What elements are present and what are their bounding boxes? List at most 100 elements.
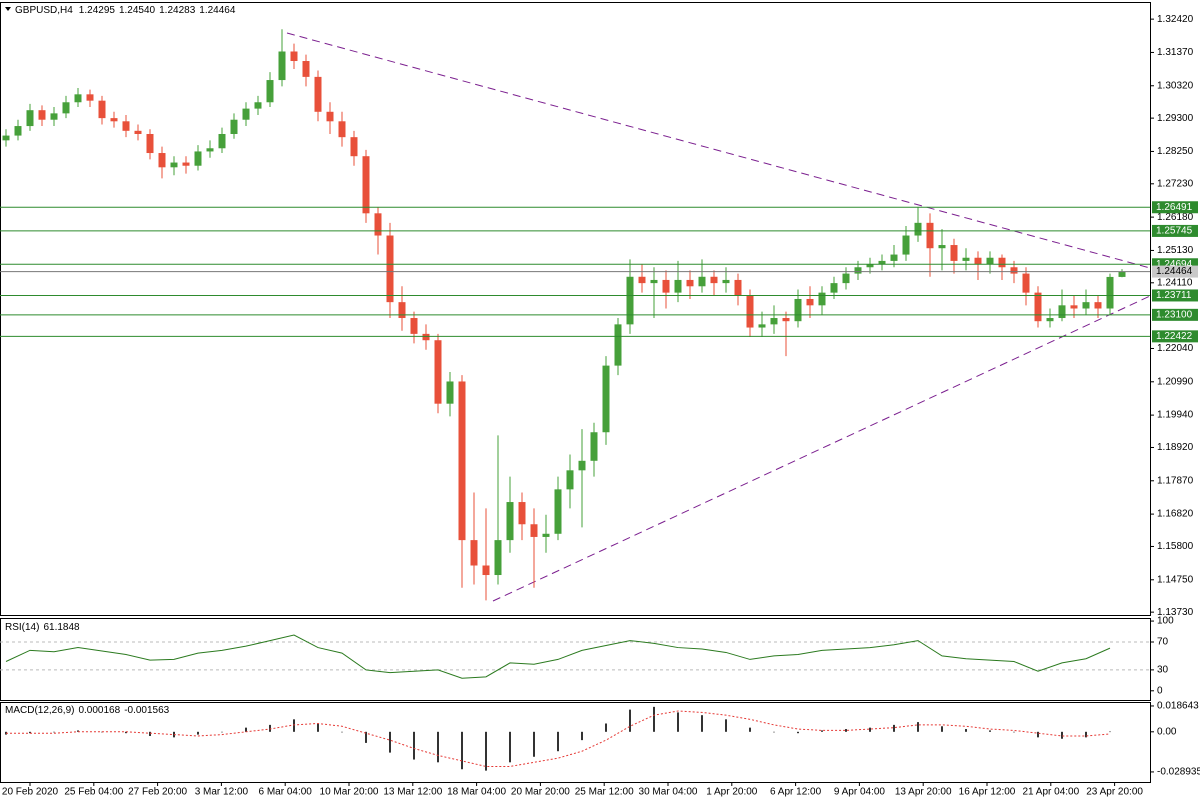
candle-body — [158, 153, 166, 168]
x-tick-label: 21 Apr 04:00 — [1022, 787, 1079, 798]
x-tick-label: 25 Mar 12:00 — [575, 787, 634, 798]
level-label: 1.25745 — [1156, 226, 1193, 237]
macd-panel — [0, 702, 1151, 783]
candle-body — [818, 292, 826, 306]
y-tick-label: 100 — [1157, 616, 1174, 627]
candle-body — [254, 102, 262, 109]
x-tick-label: 16 Apr 12:00 — [959, 787, 1016, 798]
macd-bar — [53, 731, 55, 733]
y-tick-label: 1.14750 — [1157, 574, 1194, 585]
macd-bar — [125, 731, 127, 734]
lower-trendline — [492, 295, 1151, 602]
candle-body — [998, 257, 1006, 268]
macd-name: MACD(12,26,9) — [5, 705, 74, 716]
macd-bar — [629, 709, 631, 732]
macd-bar — [1037, 731, 1039, 738]
y-tick-label: 1.15800 — [1157, 541, 1194, 552]
candle-body — [962, 257, 970, 261]
macd-bar — [845, 729, 847, 732]
candle-body — [1046, 318, 1054, 322]
macd-value: 0.000168 — [78, 705, 120, 716]
x-tick-label: 13 Apr 20:00 — [895, 787, 952, 798]
candle-body — [38, 110, 46, 120]
candle-body — [470, 540, 478, 566]
candle-body — [986, 257, 994, 265]
candle-body — [98, 100, 106, 119]
menu-arrow[interactable] — [5, 7, 11, 11]
candle-body — [1022, 273, 1030, 293]
macd-bar — [725, 719, 727, 732]
y-tick-label: 1.28250 — [1157, 146, 1194, 157]
candle-body — [170, 162, 178, 168]
open-value: 1.24295 — [79, 5, 116, 16]
candle-body — [734, 279, 742, 296]
y-tick-label: 1.25130 — [1157, 245, 1194, 256]
candle-body — [698, 276, 706, 287]
candle-body — [842, 273, 850, 284]
x-tick-label: 13 Mar 12:00 — [383, 787, 442, 798]
level-label-box — [1152, 201, 1198, 214]
macd-bar — [581, 731, 583, 741]
level-label: 1.24694 — [1156, 259, 1193, 270]
high-value: 1.24540 — [119, 5, 156, 16]
x-tick-label: 23 Apr 20:00 — [1086, 787, 1143, 798]
y-tick-label: 1.19940 — [1157, 410, 1194, 421]
candle-body — [782, 318, 790, 322]
macd-bar — [653, 706, 655, 732]
current-price-box — [1152, 265, 1198, 278]
candle-body — [350, 137, 358, 157]
level-label-box — [1152, 308, 1198, 321]
y-tick-label: 70 — [1157, 637, 1169, 648]
candle-body — [458, 381, 466, 541]
macd-bar — [293, 719, 295, 732]
macd-bar — [773, 731, 775, 733]
candle-body — [14, 126, 22, 136]
macd-bar — [989, 730, 991, 732]
candle-body — [314, 76, 322, 112]
candle-body — [1070, 305, 1078, 309]
y-tick-label: 1.16820 — [1157, 509, 1194, 520]
macd-bar — [221, 731, 223, 733]
candle-body — [386, 235, 394, 303]
candle-body — [410, 318, 418, 334]
candle-body — [662, 279, 670, 293]
candle-body — [614, 324, 622, 366]
candle-body — [1094, 302, 1102, 309]
y-tick-label: 30 — [1157, 665, 1169, 676]
candle-body — [506, 502, 514, 541]
candle-body — [206, 148, 214, 152]
candle-body — [650, 279, 658, 284]
macd-bar — [413, 731, 415, 760]
macd-bar — [509, 731, 511, 763]
main-panel — [0, 2, 1151, 616]
macd-bar — [821, 730, 823, 732]
macd-bar — [557, 731, 559, 752]
x-tick-label: 10 Mar 20:00 — [320, 787, 379, 798]
candle-body — [530, 524, 538, 537]
candle-body — [1082, 302, 1090, 309]
macd-bar — [29, 731, 31, 734]
macd-bar — [941, 726, 943, 732]
macd-bar — [1085, 731, 1087, 738]
x-tick-label: 6 Mar 04:00 — [259, 787, 313, 798]
y-tick-label: 1.18920 — [1157, 442, 1194, 453]
y-tick-label: 0.018643 — [1157, 701, 1199, 712]
x-tick-label: 30 Mar 04:00 — [639, 787, 698, 798]
current-price-label: 1.24464 — [1156, 266, 1193, 277]
macd-bar — [893, 724, 895, 732]
candle-body — [902, 235, 910, 255]
candle-body — [326, 111, 334, 122]
signal-value: -0.001563 — [124, 705, 169, 716]
candle-body — [878, 260, 886, 265]
rsi-value: 61.1848 — [43, 622, 80, 633]
candle-body — [674, 279, 682, 293]
x-tick-label: 25 Feb 04:00 — [64, 787, 123, 798]
candle-body — [938, 245, 946, 249]
macd-bar — [149, 731, 151, 736]
candle-body — [230, 119, 238, 134]
level-label-box — [1152, 289, 1198, 302]
candle-body — [890, 254, 898, 261]
rsi-name: RSI(14) — [5, 622, 39, 633]
candle-body — [914, 222, 922, 236]
candle-body — [2, 135, 10, 141]
